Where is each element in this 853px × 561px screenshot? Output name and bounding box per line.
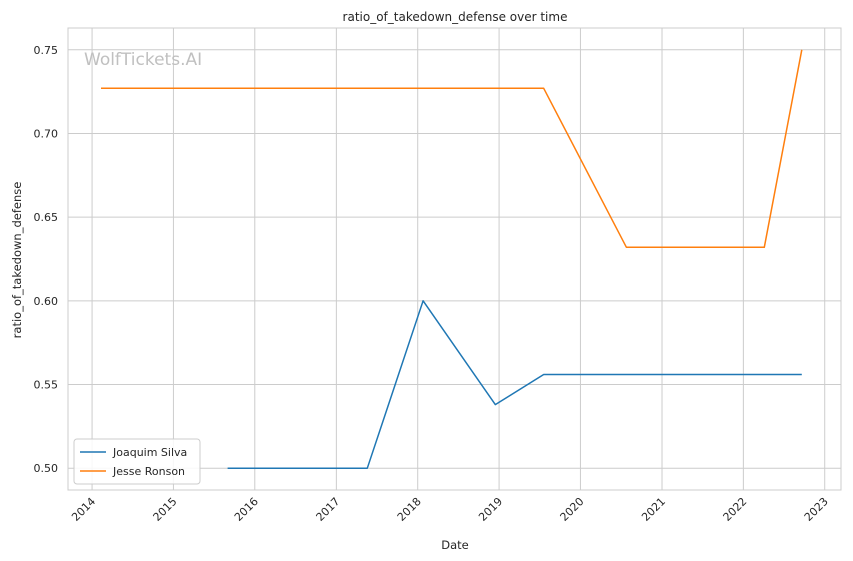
legend-box [73,438,201,485]
y-axis-ticks: 0.50 0.55 0.60 0.65 0.70 0.75 [34,44,59,475]
x-axis-ticks: 2014 2015 2016 2017 2018 2019 2020 2021 2022 2023 [69,495,831,524]
y-tick-label: 0.65 [34,211,59,224]
x-axis-label: Date [441,538,469,552]
y-tick-label: 0.50 [34,462,59,475]
y-tick-label: 0.60 [34,295,59,308]
y-axis-label: ratio_of_takedown_defense [10,182,24,339]
legend: Joaquim Silva Jesse Ronson [73,438,201,485]
y-tick-label: 0.70 [34,127,59,140]
y-tick-label: 0.55 [34,379,59,392]
series-layer [101,49,803,469]
legend-label-jesse-ronson: Jesse Ronson [112,465,185,478]
y-tick-label: 0.75 [34,44,59,57]
series-line-joaquim-silva [227,300,802,469]
watermark: WolfTickets.AI [84,50,202,70]
grid [68,28,841,490]
chart-title: ratio_of_takedown_defense over time [343,10,568,24]
series-line-jesse-ronson [101,49,803,249]
legend-label-joaquim-silva: Joaquim Silva [112,446,187,459]
plot-area [67,27,842,491]
